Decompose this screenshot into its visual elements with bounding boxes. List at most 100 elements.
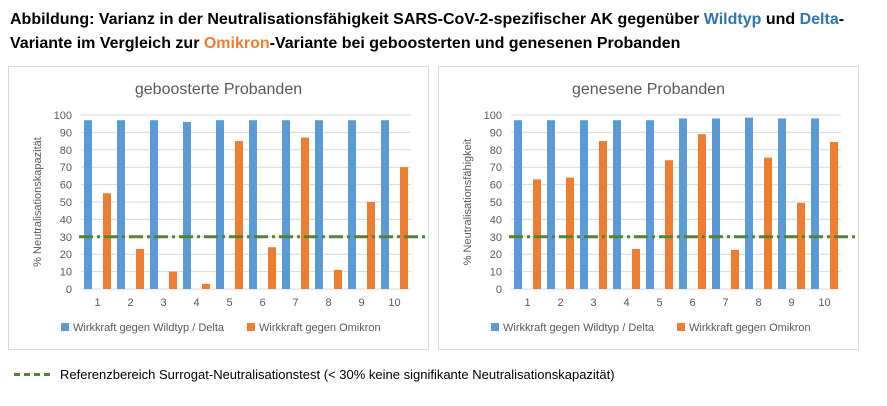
x-tick-label: 9 — [358, 297, 364, 309]
title-delta: Delta — [799, 11, 839, 28]
bar-omikron — [334, 269, 342, 289]
chart-panel-genesen: genesene Probanden 0 10 20 30 40 50 60 70 80 90 100… — [438, 66, 859, 350]
x-tick-label: 4 — [193, 297, 199, 309]
bar-wildtyp — [778, 118, 786, 289]
x-tick-label: 2 — [127, 297, 133, 309]
legend-label-omikron: Wirkkraft gegen Omikron — [689, 322, 811, 334]
y-tick-label: 80 — [490, 145, 502, 157]
bar-wildtyp — [646, 120, 654, 289]
x-tick-label: 5 — [656, 297, 662, 309]
x-tick-label: 9 — [788, 297, 794, 309]
reference-legend-label: Referenzbereich Surrogat-Neutralisations… — [60, 366, 615, 382]
y-tick-label: 100 — [484, 110, 502, 122]
bar-wildtyp — [514, 120, 522, 289]
x-tick-label: 7 — [292, 297, 298, 309]
legend-swatch-wildtyp — [61, 323, 69, 331]
y-tick-label: 50 — [490, 197, 502, 209]
x-tick-label: 7 — [722, 297, 728, 309]
bar-wildtyp — [216, 120, 224, 289]
bar-wildtyp — [745, 117, 753, 289]
chart-geboostert: geboosterte Probanden 0 10 20 30 40 50 60 70 80 90… — [32, 81, 426, 334]
bar-wildtyp — [348, 120, 356, 289]
bar-omikron — [400, 167, 408, 289]
bar-wildtyp — [811, 118, 819, 289]
bar-omikron — [103, 193, 111, 289]
bar-omikron — [566, 177, 574, 289]
x-tick-label: 1 — [94, 297, 100, 309]
bar-wildtyp — [183, 121, 191, 290]
bar-wildtyp — [150, 120, 158, 289]
y-tick-label: 40 — [490, 214, 502, 226]
bar-omikron — [698, 134, 706, 289]
chart-title: geboosterte Probanden — [135, 81, 302, 98]
bar-omikron — [731, 249, 739, 289]
y-axis-label: % Neutralisationskapazität — [32, 137, 44, 267]
x-tick-label: 2 — [557, 297, 563, 309]
bar-omikron — [830, 141, 838, 289]
legend-label-omikron: Wirkkraft gegen Omikron — [259, 322, 381, 334]
bar-wildtyp — [547, 120, 555, 289]
x-tick-label: 10 — [388, 297, 400, 309]
bar-omikron — [797, 202, 805, 289]
y-tick-label: 10 — [490, 267, 502, 279]
legend-label-wildtyp: Wirkkraft gegen Wildtyp / Delta — [503, 322, 655, 334]
y-tick-label: 20 — [490, 249, 502, 261]
bar-omikron — [533, 179, 541, 289]
bar-omikron — [235, 141, 243, 289]
reference-dash-icon — [14, 372, 50, 376]
bar-wildtyp — [712, 118, 720, 289]
figure-title: Abbildung: Varianz in der Neutralisation… — [10, 8, 880, 56]
title-part-1: Abbildung: Varianz in der Neutralisation… — [10, 11, 704, 28]
x-tick-label: 8 — [325, 297, 331, 309]
x-tick-label: 3 — [590, 297, 596, 309]
x-tick-label: 1 — [524, 297, 530, 309]
y-tick-label: 90 — [60, 127, 72, 139]
bar-omikron — [202, 283, 210, 289]
y-tick-label: 30 — [490, 232, 502, 244]
bar-omikron — [268, 247, 276, 289]
y-tick-label: 90 — [490, 127, 502, 139]
y-tick-label: 20 — [60, 249, 72, 261]
legend-swatch-wildtyp — [491, 323, 499, 331]
x-tick-label: 6 — [689, 297, 695, 309]
reference-legend: Referenzbereich Surrogat-Neutralisations… — [14, 364, 615, 384]
y-tick-label: 70 — [60, 162, 72, 174]
y-tick-label: 10 — [60, 267, 72, 279]
x-tick-label: 4 — [623, 297, 629, 309]
chart-genesen: genesene Probanden 0 10 20 30 40 50 60 70 80 90 100… — [462, 81, 856, 334]
y-tick-label: 70 — [490, 162, 502, 174]
title-part-4: -Variante bei geboosterten und genesenen… — [269, 35, 681, 52]
bar-wildtyp — [315, 120, 323, 289]
bar-wildtyp — [282, 120, 290, 289]
chart-title: genesene Probanden — [572, 81, 725, 98]
bar-omikron — [599, 141, 607, 289]
bar-omikron — [764, 157, 772, 289]
x-tick-label: 10 — [818, 297, 830, 309]
y-tick-label: 30 — [60, 232, 72, 244]
title-part-2: und — [761, 11, 800, 28]
y-tick-label: 100 — [54, 110, 72, 122]
chart-panel-geboostert: geboosterte Probanden 0 10 20 30 40 50 60 70 80 90… — [8, 66, 429, 350]
title-wildtyp: Wildtyp — [703, 11, 762, 28]
x-tick-label: 6 — [259, 297, 265, 309]
legend-swatch-omikron — [677, 323, 685, 331]
bar-wildtyp — [613, 120, 621, 289]
bar-omikron — [632, 248, 640, 289]
y-tick-label: 60 — [60, 180, 72, 192]
bar-omikron — [169, 271, 177, 289]
bar-wildtyp — [117, 120, 125, 289]
bar-wildtyp — [679, 118, 687, 289]
bar-omikron — [136, 248, 144, 289]
bar-wildtyp — [381, 120, 389, 289]
bar-wildtyp — [84, 120, 92, 289]
y-tick-label: 0 — [496, 284, 502, 296]
y-tick-label: 80 — [60, 145, 72, 157]
title-part-3: -Variante im Vergleich zur — [10, 11, 845, 52]
legend-swatch-omikron — [247, 323, 255, 331]
legend-label-wildtyp: Wirkkraft gegen Wildtyp / Delta — [73, 322, 225, 334]
bar-omikron — [301, 137, 309, 289]
x-tick-label: 8 — [755, 297, 761, 309]
y-tick-label: 0 — [66, 284, 72, 296]
bar-omikron — [367, 202, 375, 289]
bar-omikron — [665, 160, 673, 289]
